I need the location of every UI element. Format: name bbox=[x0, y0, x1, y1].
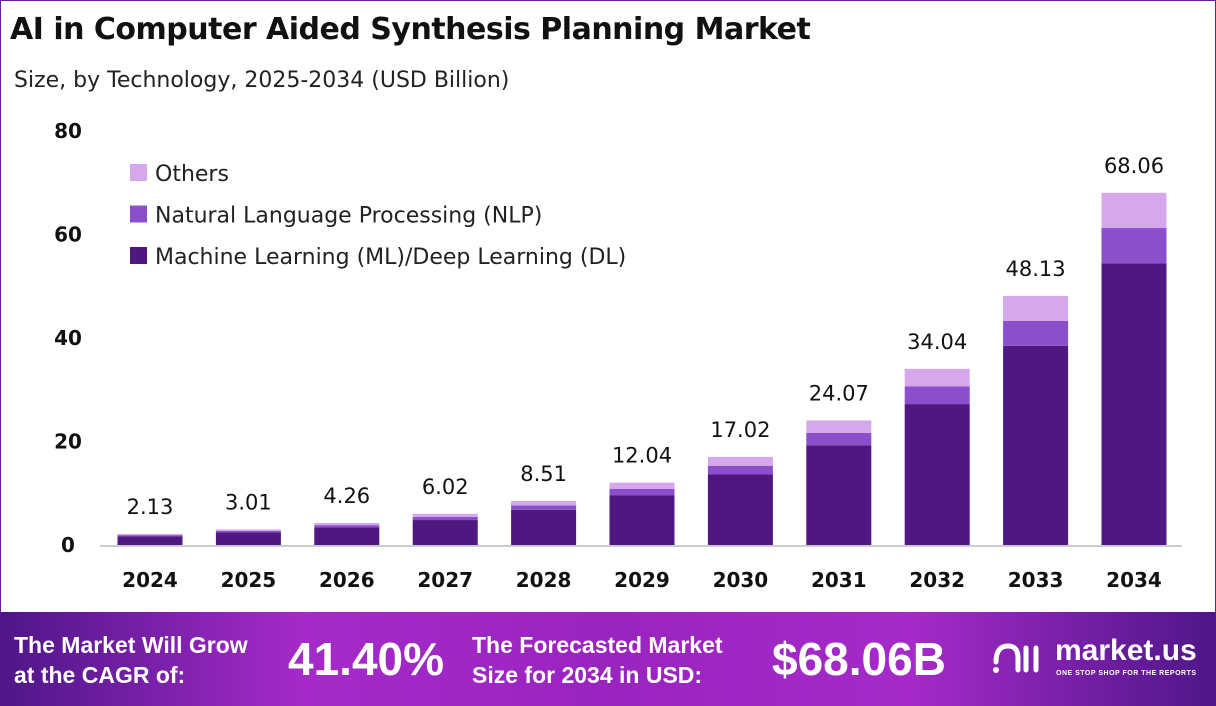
legend-swatch bbox=[130, 247, 147, 264]
bar-segment-ml-dl bbox=[707, 474, 773, 545]
bar-segment-ml-dl bbox=[412, 520, 478, 545]
bar-segment-ml-dl bbox=[904, 404, 970, 545]
cagr-label-line2: at the CAGR of: bbox=[14, 662, 186, 688]
bar-segment-nlp bbox=[904, 386, 970, 405]
data-label: 68.06 bbox=[1104, 154, 1164, 178]
x-tick-label: 2025 bbox=[221, 568, 277, 592]
chart-title: AI in Computer Aided Synthesis Planning … bbox=[10, 12, 811, 47]
forecast-label-line1: The Forecasted Market bbox=[472, 632, 723, 658]
bar-segment-others bbox=[609, 482, 675, 489]
y-tick-label: 20 bbox=[54, 430, 82, 454]
bar-segment-nlp bbox=[707, 465, 773, 475]
data-label: 3.01 bbox=[225, 490, 272, 514]
x-tick-label: 2026 bbox=[319, 568, 375, 592]
cagr-label: The Market Will Grow at the CAGR of: bbox=[14, 630, 248, 690]
legend-swatch bbox=[130, 205, 147, 223]
legend-swatch bbox=[130, 164, 147, 181]
forecast-value: $68.06B bbox=[772, 633, 946, 685]
legend-label: Others bbox=[155, 162, 229, 187]
x-tick-label: 2029 bbox=[614, 568, 670, 592]
bar-segment-nlp bbox=[412, 516, 478, 521]
bar-segment-ml-dl bbox=[314, 527, 380, 545]
bar-segment-others bbox=[904, 368, 970, 387]
data-label: 48.13 bbox=[1006, 257, 1066, 281]
bar-segment-others bbox=[412, 513, 478, 517]
forecast-label: The Forecasted Market Size for 2034 in U… bbox=[472, 630, 723, 690]
x-tick-label: 2033 bbox=[1008, 568, 1064, 592]
bar-segment-ml-dl bbox=[215, 532, 281, 545]
x-tick-label: 2031 bbox=[811, 568, 867, 592]
cagr-value: 41.40% bbox=[288, 633, 445, 685]
x-tick-label: 2024 bbox=[122, 568, 178, 592]
legend-label: Machine Learning (ML)/Deep Learning (DL) bbox=[155, 245, 626, 270]
bar-segment-ml-dl bbox=[806, 445, 872, 545]
y-tick-label: 80 bbox=[54, 119, 82, 143]
bar-segment-others bbox=[215, 529, 281, 531]
bar-segment-nlp bbox=[609, 488, 675, 496]
bar-segment-ml-dl bbox=[1003, 345, 1069, 545]
bar-segment-nlp bbox=[1003, 320, 1069, 346]
x-tick-label: 2028 bbox=[516, 568, 572, 592]
y-tick-label: 0 bbox=[61, 533, 75, 557]
bar-segment-others bbox=[707, 456, 773, 466]
bar-segment-nlp bbox=[511, 505, 577, 510]
bar-segment-others bbox=[806, 420, 872, 433]
bar-segment-ml-dl bbox=[117, 536, 183, 545]
data-label: 8.51 bbox=[520, 462, 567, 486]
y-tick-label: 40 bbox=[54, 326, 82, 350]
bar-segment-nlp bbox=[215, 530, 281, 533]
data-label: 17.02 bbox=[710, 418, 770, 442]
bar-chart: 0 20 40 60 80 2024 2.13 2025 3.01 2026 4.26 2027 6.0… bbox=[54, 119, 1182, 592]
bar-segment-others bbox=[511, 500, 577, 506]
bar-segment-nlp bbox=[806, 432, 872, 446]
bar-segment-ml-dl bbox=[511, 509, 577, 545]
data-label: 12.04 bbox=[612, 444, 672, 468]
y-tick-label: 60 bbox=[54, 223, 82, 247]
bar-segment-nlp bbox=[1101, 228, 1167, 264]
logo-tagline: ONE STOP SHOP FOR THE REPORTS bbox=[1056, 670, 1197, 677]
bar-segment-others bbox=[1101, 192, 1167, 229]
data-label: 4.26 bbox=[323, 484, 370, 508]
bar-segment-others bbox=[1003, 295, 1069, 321]
x-tick-label: 2027 bbox=[417, 568, 473, 592]
bar-segment-others bbox=[117, 533, 183, 536]
legend-label: Natural Language Processing (NLP) bbox=[155, 204, 542, 229]
chart-subtitle: Size, by Technology, 2025-2034 (USD Bill… bbox=[14, 68, 510, 93]
x-tick-label: 2034 bbox=[1106, 568, 1162, 592]
summary-banner: The Market Will Grow at the CAGR of: 41.… bbox=[0, 612, 1216, 706]
bar-segment-ml-dl bbox=[609, 495, 675, 545]
bar-segment-nlp bbox=[314, 525, 380, 528]
logo-name: market.us bbox=[1055, 634, 1197, 667]
bar-segment-others bbox=[314, 522, 380, 526]
data-label: 6.02 bbox=[422, 475, 469, 499]
data-label: 24.07 bbox=[809, 381, 869, 405]
x-tick-label: 2032 bbox=[909, 568, 965, 592]
bar-segment-nlp bbox=[117, 535, 183, 537]
cagr-label-line1: The Market Will Grow bbox=[14, 632, 248, 658]
data-label: 2.13 bbox=[127, 495, 174, 519]
data-label: 34.04 bbox=[907, 330, 967, 354]
bar-segment-ml-dl bbox=[1101, 263, 1167, 545]
forecast-label-line2: Size for 2034 in USD: bbox=[472, 662, 703, 688]
market-us-logo-icon bbox=[993, 643, 1039, 673]
x-tick-label: 2030 bbox=[713, 568, 769, 592]
